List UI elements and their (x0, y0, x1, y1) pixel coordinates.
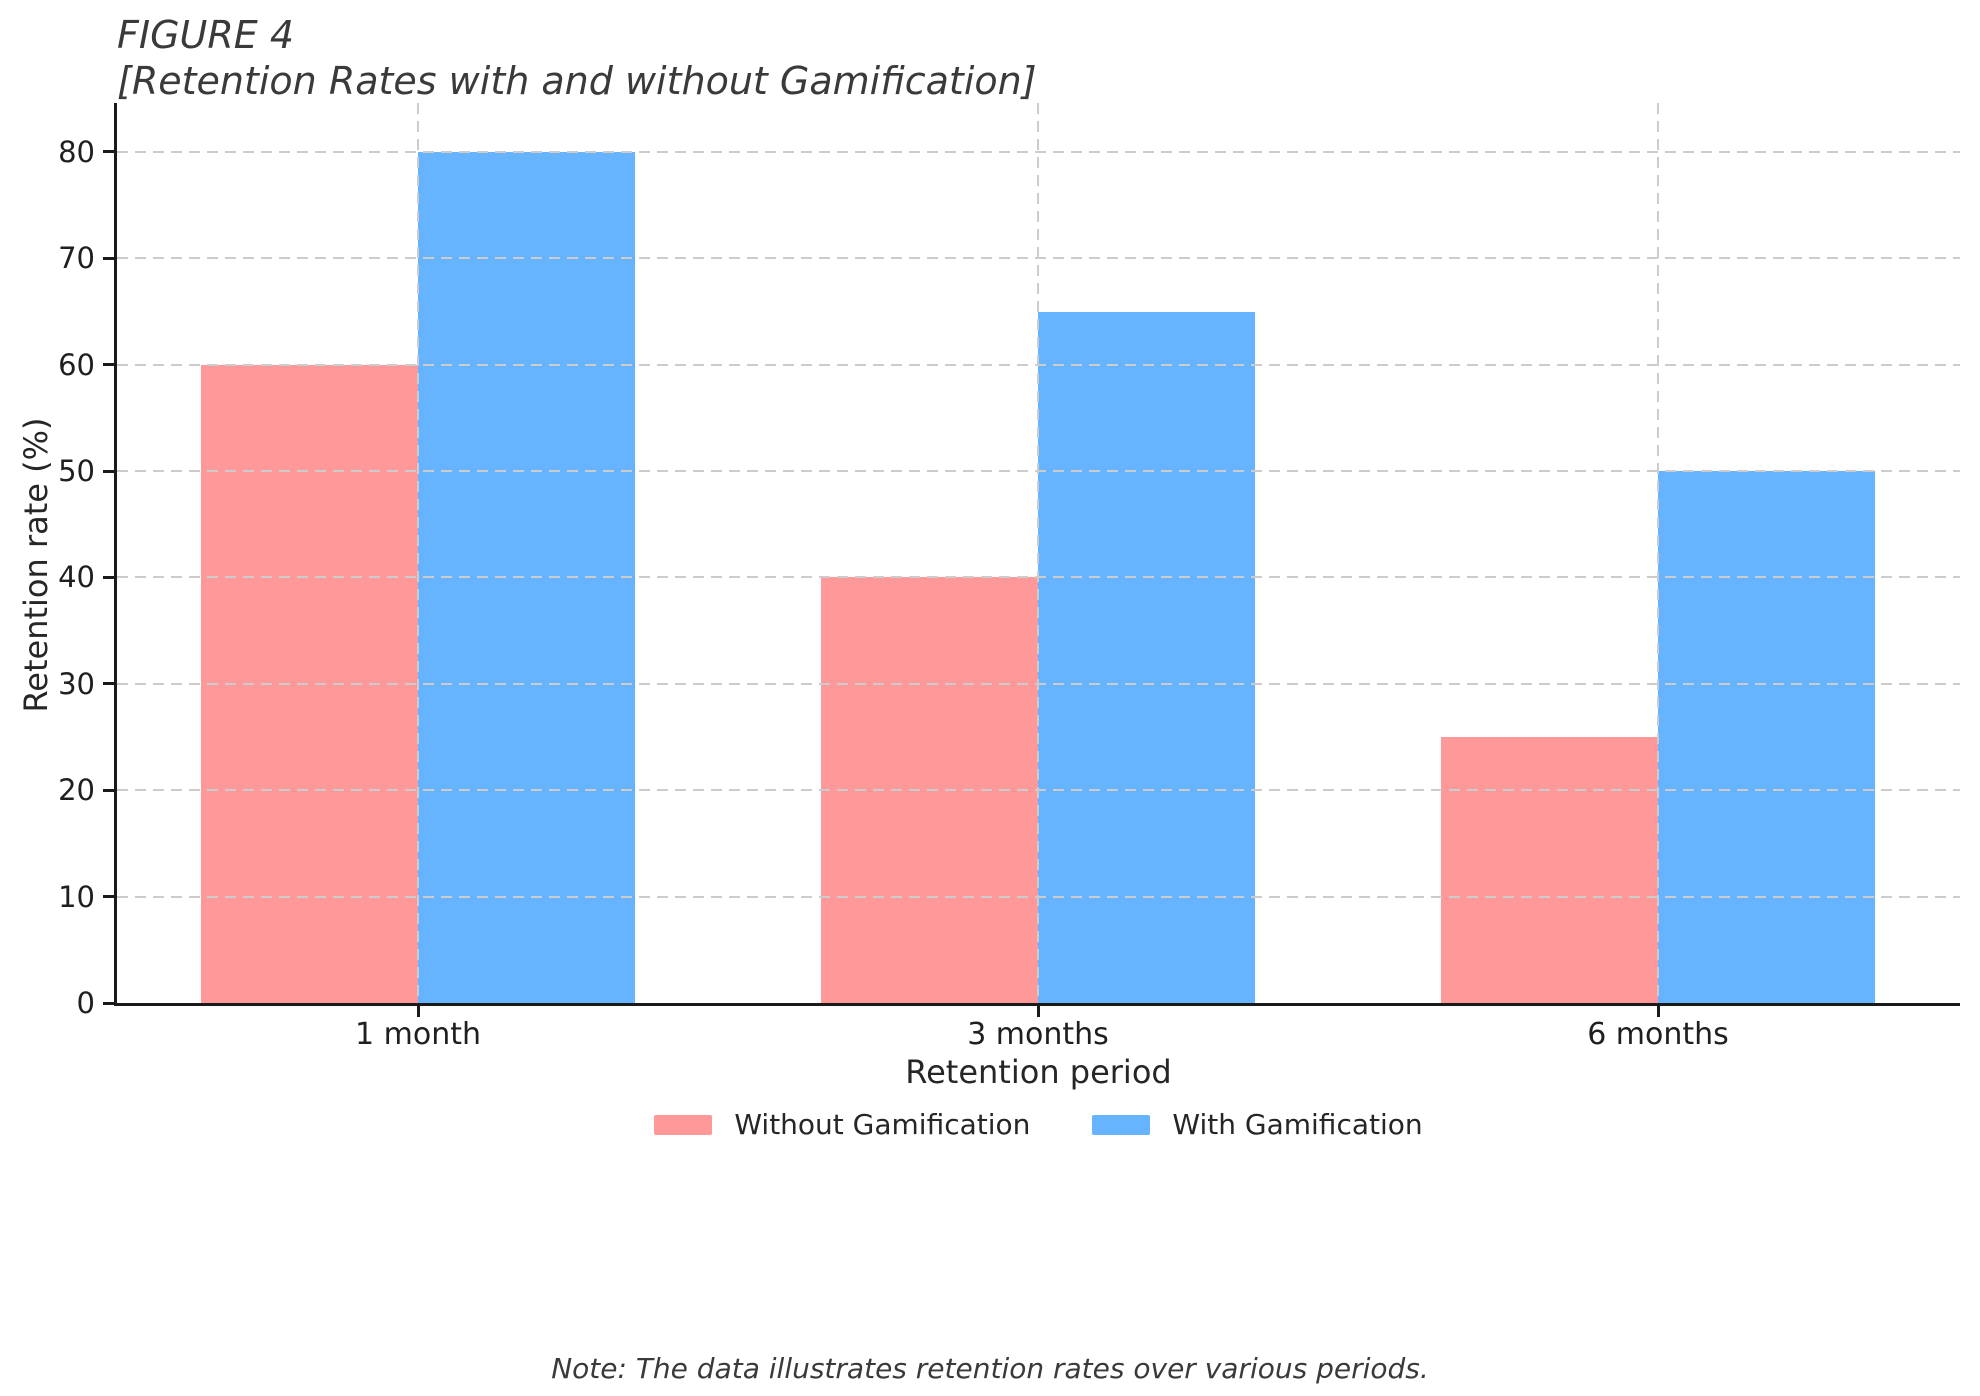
x-tick-0 (416, 1006, 420, 1017)
y-tick-label-20: 20 (58, 773, 95, 808)
y-tick-label-50: 50 (58, 454, 95, 489)
y-tick-30 (103, 682, 114, 686)
y-tick-label-70: 70 (58, 241, 95, 276)
y-tick-40 (103, 575, 114, 579)
y-tick-label-10: 10 (58, 879, 95, 914)
plot-inner: 0 10 20 30 40 50 60 70 80 1 month 3 months 6 months (58, 103, 1960, 1052)
x-tick-label-0: 1 month (355, 1017, 481, 1052)
legend-label-with-gamification: With Gamification (1172, 1108, 1423, 1141)
y-tick-label-40: 40 (58, 560, 95, 595)
y-tick-10 (103, 895, 114, 899)
chart-title: FIGURE 4 [Retention Rates with and witho… (117, 12, 1037, 104)
chart-title-line2: [Retention Rates with and without Gamifi… (117, 59, 1037, 103)
y-tick-20 (103, 788, 114, 792)
figure-note: Note: The data illustrates retention rat… (551, 1352, 1429, 1385)
x-tick-2 (1656, 1006, 1660, 1017)
bar-with-gamification-1 (1038, 311, 1255, 1003)
y-tick-label-30: 30 (58, 666, 95, 701)
y-tick-50 (103, 469, 114, 473)
x-tick-1 (1036, 1006, 1040, 1017)
legend-label-without-gamification: Without Gamification (734, 1108, 1031, 1141)
plot-area: 0 10 20 30 40 50 60 70 80 1 month 3 months 6 months (58, 103, 1960, 1052)
y-tick-label-0: 0 (76, 986, 95, 1020)
bar-with-gamification-2 (1658, 471, 1875, 1003)
y-tick-0 (103, 1001, 114, 1005)
y-tick-label-60: 60 (58, 347, 95, 382)
y-tick-60 (103, 363, 114, 367)
y-tick-70 (103, 256, 114, 260)
legend-item-with-gamification: With Gamification (1092, 1108, 1423, 1141)
legend-item-without-gamification: Without Gamification (654, 1108, 1030, 1141)
legend-swatch-without-gamification-icon (654, 1114, 713, 1135)
x-tick-label-1: 3 months (967, 1017, 1109, 1052)
bar-without-gamification-2 (1441, 737, 1658, 1003)
x-axis-label: Retention period (905, 1053, 1172, 1091)
legend-swatch-with-gamification-icon (1092, 1114, 1151, 1135)
x-tick-label-2: 6 months (1587, 1017, 1729, 1052)
legend: Without Gamification With Gamification (117, 1108, 1960, 1141)
gridline-x-1 (1037, 103, 1039, 1003)
y-tick-80 (103, 150, 114, 154)
gridline-x-2 (1657, 103, 1659, 1003)
y-tick-label-80: 80 (58, 134, 95, 169)
chart-title-line1: FIGURE 4 (117, 13, 294, 57)
gridline-x-0 (417, 103, 419, 1003)
